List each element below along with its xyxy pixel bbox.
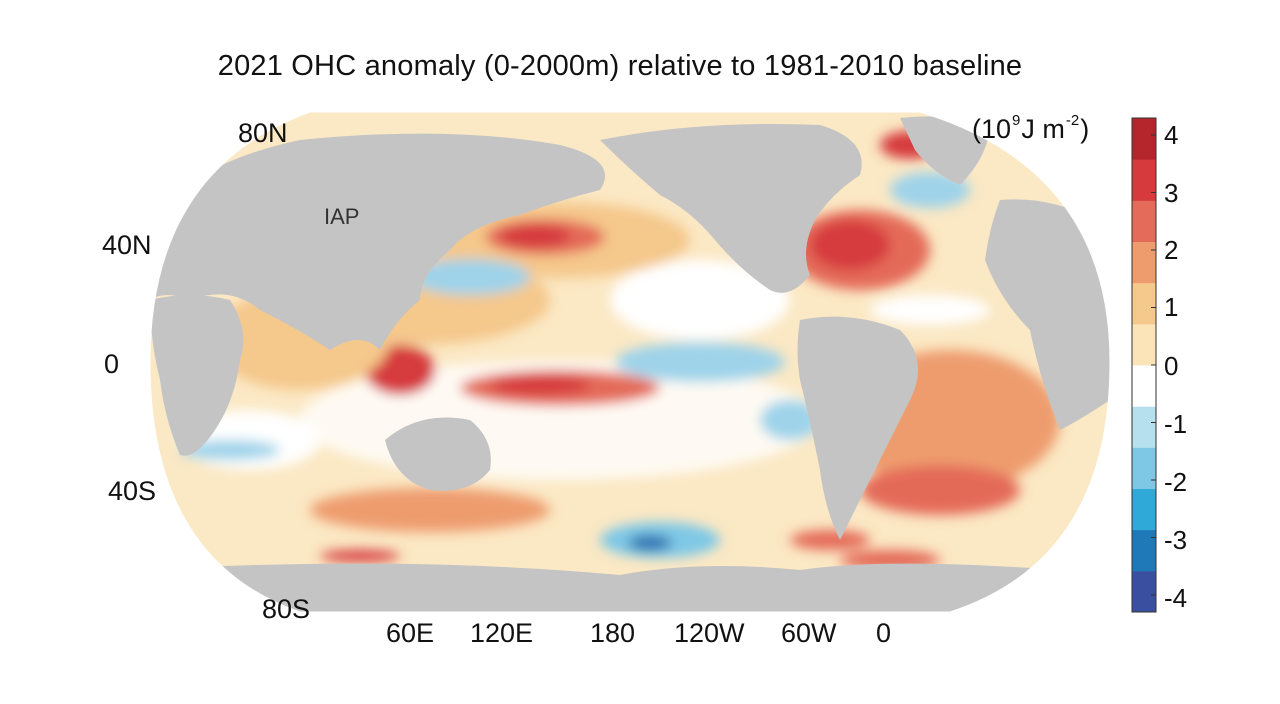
lon-label-180: 180	[590, 618, 636, 648]
lon-label-0: 0	[876, 618, 892, 648]
map-body	[150, 112, 1110, 612]
colorbar-segment	[1132, 241, 1156, 284]
units-exponent-2: -2	[1065, 112, 1080, 129]
colorbar-segment	[1132, 529, 1156, 572]
lat-label-0: 0	[104, 349, 120, 379]
units-exponent: 9	[1012, 112, 1021, 129]
colorbar-tick: -3	[1164, 525, 1188, 555]
colorbar-tick: -1	[1164, 409, 1188, 439]
colorbar-segment	[1132, 118, 1156, 160]
lon-label-60w: 60W	[781, 618, 837, 648]
lat-label-40s: 40S	[108, 476, 157, 506]
colorbar-tick: -2	[1164, 467, 1188, 497]
lon-label-120e: 120E	[470, 618, 534, 648]
colorbar-segment	[1132, 447, 1156, 489]
source-label: IAP	[324, 204, 360, 229]
colorbar-segment	[1132, 323, 1156, 366]
units-suffix: )	[1080, 114, 1090, 144]
colorbar-segment	[1132, 365, 1156, 407]
colorbar-segment	[1132, 282, 1156, 325]
colorbar-units: (109J m-2)	[972, 112, 1089, 145]
colorbar-segment	[1132, 159, 1156, 201]
colorbar-tick: -4	[1164, 583, 1188, 613]
colorbar	[1131, 117, 1157, 613]
colorbar-tick: 2	[1164, 235, 1179, 265]
colorbar-tick: 3	[1164, 178, 1179, 208]
colorbar-segment	[1132, 570, 1156, 613]
colorbar-segment	[1132, 200, 1156, 242]
land	[150, 116, 1110, 612]
colorbar-tick: 4	[1164, 120, 1179, 150]
colorbar-tick: 1	[1164, 292, 1179, 322]
lat-label-80s: 80S	[262, 594, 311, 624]
lon-label-60e: 60E	[386, 618, 435, 648]
colorbar-tick: 0	[1164, 351, 1179, 381]
lat-label-40n: 40N	[102, 230, 152, 260]
colorbar-segment	[1132, 488, 1156, 531]
units-mid: J m	[1021, 114, 1065, 144]
colorbar-segment	[1132, 406, 1156, 448]
units-prefix: (10	[972, 114, 1012, 144]
map-title: 2021 OHC anomaly (0-2000m) relative to 1…	[217, 50, 1023, 82]
anomaly-field	[180, 131, 1060, 570]
lon-label-120w: 120W	[674, 618, 745, 648]
lat-label-80n: 80N	[238, 118, 288, 148]
map-outline	[149, 111, 1111, 613]
